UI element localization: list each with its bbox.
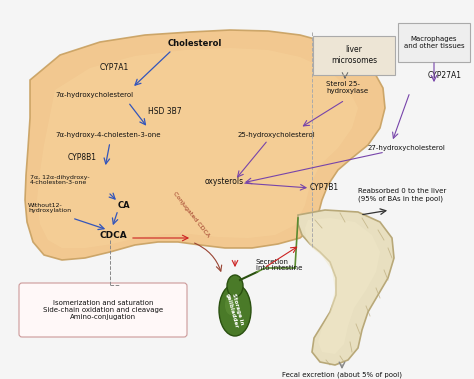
Text: CYP7A1: CYP7A1: [100, 64, 129, 72]
Polygon shape: [298, 210, 394, 365]
Text: HSD 3B7: HSD 3B7: [148, 108, 182, 116]
Polygon shape: [25, 30, 385, 260]
Text: Secretion
into intestine: Secretion into intestine: [256, 258, 302, 271]
Text: Storage in
gallbladder: Storage in gallbladder: [225, 291, 245, 329]
Text: Isomerization and saturation
Side-chain oxidation and cleavage
Amino-conjugation: Isomerization and saturation Side-chain …: [43, 300, 163, 320]
Text: Cholesterol: Cholesterol: [168, 39, 222, 47]
Text: Without12-
hydroxylation: Without12- hydroxylation: [28, 203, 71, 213]
Text: CA: CA: [118, 200, 131, 210]
Text: oxysterols: oxysterols: [205, 177, 244, 186]
Text: liver
microsomes: liver microsomes: [331, 45, 377, 65]
Text: 7α-hydroxy-4-cholesten-3-one: 7α-hydroxy-4-cholesten-3-one: [55, 132, 161, 138]
Text: 27-hydroxycholesterol: 27-hydroxycholesterol: [368, 145, 446, 151]
Text: Conjugated CDCA: Conjugated CDCA: [172, 191, 210, 239]
Text: CYP8B1: CYP8B1: [68, 153, 97, 163]
Text: CDCA: CDCA: [100, 230, 128, 240]
Text: 7α, 12α-dihydroxy-
4-cholesten-3-one: 7α, 12α-dihydroxy- 4-cholesten-3-one: [30, 175, 90, 185]
Text: Sterol 25-
hydroxylase: Sterol 25- hydroxylase: [326, 81, 368, 94]
Ellipse shape: [227, 275, 243, 297]
Ellipse shape: [219, 284, 251, 336]
FancyBboxPatch shape: [398, 23, 470, 62]
Text: CYP27A1: CYP27A1: [428, 70, 462, 80]
Text: Reabsorbed 0 to the liver
(95% of BAs in the pool): Reabsorbed 0 to the liver (95% of BAs in…: [358, 188, 446, 202]
Text: Macrophages
and other tissues: Macrophages and other tissues: [404, 36, 465, 49]
Polygon shape: [37, 48, 358, 248]
Text: 25-hydroxycholesterol: 25-hydroxycholesterol: [238, 132, 316, 138]
Text: CYP7B1: CYP7B1: [310, 183, 339, 193]
Text: Fecal excretion (about 5% of pool): Fecal excretion (about 5% of pool): [282, 372, 402, 379]
Ellipse shape: [225, 295, 237, 315]
Polygon shape: [305, 218, 380, 354]
FancyBboxPatch shape: [313, 36, 395, 75]
FancyBboxPatch shape: [19, 283, 187, 337]
Text: 7α-hydroxycholesterol: 7α-hydroxycholesterol: [55, 92, 133, 98]
